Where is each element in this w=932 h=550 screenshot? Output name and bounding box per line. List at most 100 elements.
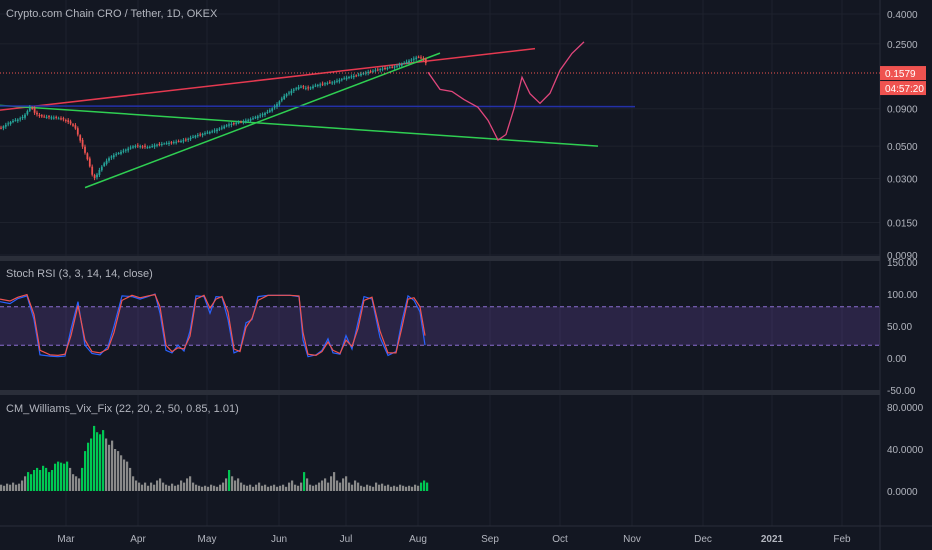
countdown-tag	[880, 81, 926, 96]
vix-bar	[153, 484, 156, 491]
vix-bar	[63, 463, 66, 491]
vix-bar	[201, 486, 204, 491]
vix-bar	[183, 482, 186, 491]
time-tick-label: Jul	[340, 534, 353, 545]
vix-bar	[30, 474, 33, 491]
vix-bar	[105, 438, 108, 491]
pane-separator[interactable]	[0, 390, 880, 395]
candle-body	[412, 58, 415, 60]
vix-bar	[393, 485, 396, 491]
vix-bar	[333, 472, 336, 491]
candle-body	[129, 147, 132, 149]
vix-bar	[228, 470, 231, 491]
vix-bar	[369, 485, 372, 491]
candle-body	[172, 142, 175, 144]
vix-bar	[72, 474, 75, 491]
vix-bar	[237, 478, 240, 491]
vix-bar	[96, 432, 99, 491]
candle-body	[259, 115, 262, 117]
candle-body	[244, 120, 247, 122]
time-tick-label: Feb	[833, 534, 851, 545]
vix-bar	[387, 484, 390, 491]
vix-tick-label: 0.0000	[887, 487, 918, 498]
vix-bar	[372, 486, 375, 491]
price-tick-label: 0.0150	[887, 219, 918, 230]
candle-body	[64, 120, 67, 122]
candle-body	[175, 141, 178, 143]
price-tick-label: 0.0500	[887, 142, 918, 153]
vix-bar	[21, 480, 24, 491]
candle-body	[264, 113, 266, 115]
vix-bar	[144, 482, 147, 491]
candle-body	[76, 128, 79, 135]
current-price-tag	[880, 66, 926, 81]
candle-body	[273, 106, 276, 108]
candle-body	[184, 139, 187, 141]
candle-body	[146, 147, 149, 149]
vix-bar	[99, 434, 102, 491]
vix-bar	[42, 465, 45, 491]
candle-body	[242, 121, 245, 123]
candle-body	[72, 124, 74, 126]
vix-bar	[324, 478, 327, 491]
price-pane[interactable]	[0, 41, 880, 189]
candle-body	[12, 120, 14, 123]
candle-body	[9, 122, 12, 124]
candle-body	[360, 73, 362, 76]
candle-body	[40, 115, 43, 117]
candle-body	[2, 126, 5, 129]
axes: Mar Apr May Jun Jul Aug Sep Oct Nov Dec 2021 Feb 0.4…	[57, 10, 926, 545]
vix-bar	[216, 486, 219, 491]
vix-bar	[177, 484, 180, 491]
candle-body	[0, 127, 2, 129]
candle-body	[208, 131, 211, 134]
vix-bar	[312, 485, 315, 491]
vix-bar	[348, 482, 351, 491]
vix-bar	[396, 486, 399, 491]
candle-body	[160, 143, 163, 146]
vix-bar	[399, 484, 402, 491]
candle-body	[62, 118, 65, 120]
candle-body	[276, 104, 278, 107]
vix-bar	[60, 462, 63, 491]
candle-body	[252, 118, 254, 120]
stoch-rsi-title: Stoch RSI (3, 3, 14, 14, close)	[6, 268, 153, 280]
vix-bar	[132, 476, 135, 491]
pane-separator[interactable]	[0, 256, 880, 261]
projection-line[interactable]	[427, 41, 585, 141]
trendline[interactable]	[84, 52, 441, 189]
current-price-label: 0.1579	[885, 69, 916, 80]
vix-bar	[405, 486, 408, 491]
vix-fix-pane[interactable]	[0, 425, 429, 491]
stoch-series-line[interactable]	[0, 293, 426, 357]
vix-bar	[18, 483, 21, 491]
trendline[interactable]	[0, 105, 636, 108]
candle-body	[384, 67, 386, 69]
candle-body	[266, 111, 269, 113]
candle-body	[81, 139, 84, 147]
candle-body	[324, 83, 326, 85]
candle-body	[100, 166, 103, 171]
candle-body	[333, 81, 336, 83]
vix-bar	[279, 485, 282, 491]
candle-body	[367, 71, 370, 74]
candle-body	[43, 116, 46, 118]
vix-bar	[222, 482, 225, 491]
chart-title: Crypto.com Chain CRO / Tether, 1D, OKEX	[6, 8, 218, 20]
candle-body	[247, 119, 250, 121]
candle-body	[218, 128, 221, 130]
stoch-rsi-pane[interactable]	[0, 293, 880, 358]
vix-bar	[162, 482, 165, 491]
candle-body	[21, 116, 24, 118]
trendline[interactable]	[0, 47, 536, 111]
vix-bar	[48, 472, 51, 491]
time-tick-label: Nov	[623, 534, 641, 545]
vix-bar	[267, 486, 270, 491]
candle-body	[249, 119, 252, 121]
vix-bar	[378, 484, 381, 491]
candle-body	[388, 67, 391, 69]
candle-body	[110, 156, 113, 158]
candle-body	[326, 83, 329, 85]
vix-bar	[417, 485, 420, 491]
vix-bar	[270, 485, 273, 491]
